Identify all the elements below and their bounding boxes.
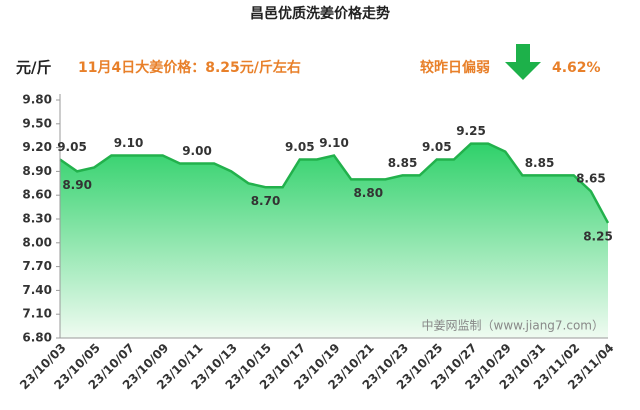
y-tick-label: 6.80 [22, 331, 52, 345]
data-label: 9.00 [182, 144, 212, 158]
area [60, 143, 608, 338]
data-label: 9.05 [57, 140, 87, 154]
y-tick-label: 9.80 [22, 93, 52, 107]
y-tick-label: 8.90 [22, 164, 52, 178]
chart-title: 昌邑优质洗姜价格走势 [250, 5, 390, 22]
watermark: 中姜网监制（www.jiang7.com） [422, 318, 604, 333]
data-label: 8.70 [251, 194, 281, 208]
down-arrow [505, 44, 541, 80]
data-label: 9.10 [319, 136, 349, 150]
y-tick-label: 9.20 [22, 140, 52, 154]
line [59, 142, 610, 224]
data-label: 9.05 [422, 140, 452, 154]
data-label: 8.85 [525, 156, 555, 170]
data-label: 9.05 [285, 140, 315, 154]
annotation: 11月4日大姜价格：8.25元/斤左右 [78, 59, 301, 76]
y-tick-label: 7.40 [22, 283, 52, 297]
y-tick-label: 9.50 [22, 116, 52, 130]
y-tick-label: 7.70 [22, 259, 52, 273]
data-label: 8.80 [353, 186, 383, 200]
data-label: 8.25 [583, 229, 613, 243]
y-tick-label: 8.30 [22, 212, 52, 226]
y-tick-label: 7.10 [22, 307, 52, 321]
data-label: 8.90 [62, 178, 92, 192]
unit-label: 元/斤 [16, 59, 51, 77]
data-label: 9.25 [456, 124, 486, 138]
annotation: 4.62% [552, 60, 601, 76]
data-label: 9.10 [114, 136, 144, 150]
data-label: 8.85 [388, 156, 418, 170]
data-label: 8.65 [576, 172, 606, 186]
y-tick-label: 8.00 [22, 235, 52, 249]
y-tick-label: 8.60 [22, 188, 52, 202]
annotation: 较昨日偏弱 [420, 59, 490, 76]
